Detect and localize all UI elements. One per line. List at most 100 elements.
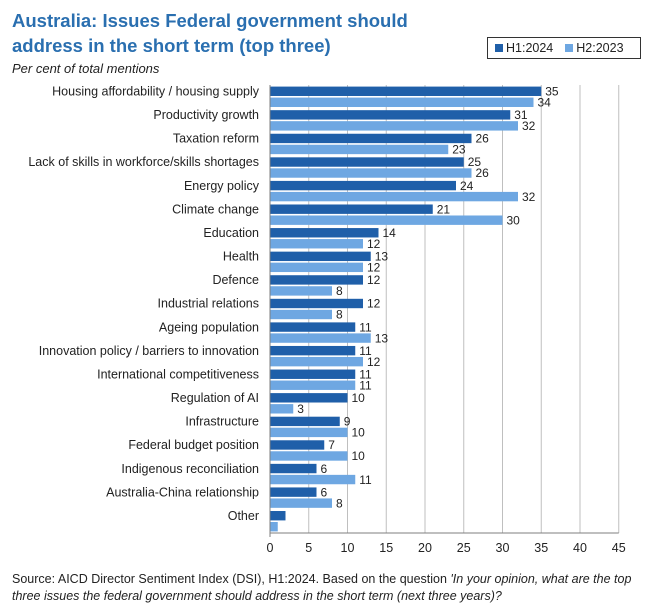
bar-h2-2023-lack-of-skills-in-workforce-skills-shortages — [270, 168, 472, 178]
bar-h1-2024-australia-china-relationship — [270, 487, 317, 497]
bar-h1-2024-regulation-of-ai — [270, 393, 348, 403]
bar-h1-2024-energy-policy — [270, 180, 456, 191]
bar-h2-2023-international-competitiveness — [270, 380, 356, 390]
category-label-innovation-policy-barriers-to-innovation: Innovation policy / barriers to innovati… — [39, 344, 259, 358]
bar-h2-2023-health — [270, 262, 363, 273]
value-label-h2-2023-energy-policy: 32 — [522, 190, 536, 204]
category-label-australia-china-relationship: Australia-China relationship — [106, 485, 259, 499]
value-label-h2-2023-lack-of-skills-in-workforce-skills-shortages: 26 — [476, 166, 490, 180]
value-label-h1-2024-innovation-policy-barriers-to-innovation: 11 — [359, 344, 372, 358]
bar-h2-2023-innovation-policy-barriers-to-innovation — [270, 356, 363, 367]
bar-h1-2024-taxation-reform — [270, 133, 472, 144]
category-label-health: Health — [223, 250, 259, 264]
value-label-h2-2023-housing-affordability-housing-supply: 34 — [538, 95, 552, 109]
category-label-international-competitiveness: International competitiveness — [97, 367, 259, 381]
value-label-h1-2024-defence: 12 — [367, 273, 381, 287]
legend-label-h1-2024: H1:2024 — [506, 41, 554, 55]
x-tick-label-45: 45 — [612, 541, 626, 555]
bar-h1-2024-climate-change — [270, 204, 433, 214]
value-label-h1-2024-housing-affordability-housing-supply: 35 — [545, 84, 559, 98]
value-label-h2-2023-regulation-of-ai: 3 — [297, 402, 304, 416]
value-label-h1-2024-ageing-population: 11 — [359, 320, 372, 334]
value-label-h1-2024-education: 14 — [383, 226, 397, 240]
value-label-h2-2023-australia-china-relationship: 8 — [336, 496, 343, 510]
value-label-h2-2023-defence: 8 — [336, 284, 343, 298]
value-label-h1-2024-indigenous-reconciliation: 6 — [321, 462, 328, 476]
bar-h2-2023-ageing-population — [270, 333, 371, 343]
value-label-h1-2024-lack-of-skills-in-workforce-skills-shortages: 25 — [468, 155, 482, 169]
legend-item-h1-2024: H1:2024 — [495, 41, 553, 55]
category-label-energy-policy: Energy policy — [184, 179, 260, 193]
bar-h1-2024-defence — [270, 275, 363, 285]
bar-h2-2023-productivity-growth — [270, 121, 518, 131]
category-label-industrial-relations: Industrial relations — [158, 297, 259, 311]
legend-swatch-h1-2024 — [495, 44, 503, 52]
bar-h1-2024-other — [270, 511, 286, 521]
x-tick-label-0: 0 — [267, 541, 274, 555]
category-label-taxation-reform: Taxation reform — [173, 132, 259, 146]
category-label-education: Education — [203, 226, 259, 240]
bar-h1-2024-ageing-population — [270, 322, 356, 332]
source-footnote: Source: AICD Director Sentiment Index (D… — [12, 571, 642, 605]
bar-h2-2023-infrastructure — [270, 427, 348, 438]
category-label-productivity-growth: Productivity growth — [153, 108, 259, 122]
x-tick-label-10: 10 — [341, 541, 355, 555]
bar-h2-2023-federal-budget-position — [270, 451, 348, 461]
bar-h1-2024-industrial-relations — [270, 298, 363, 309]
bar-h1-2024-federal-budget-position — [270, 440, 325, 450]
value-label-h1-2024-taxation-reform: 26 — [476, 132, 490, 146]
value-label-h1-2024-regulation-of-ai: 10 — [352, 391, 366, 405]
value-label-h2-2023-infrastructure: 10 — [352, 426, 366, 440]
x-tick-label-20: 20 — [418, 541, 432, 555]
category-label-federal-budget-position: Federal budget position — [128, 438, 259, 452]
value-label-h1-2024-health: 13 — [375, 250, 389, 264]
value-label-h1-2024-industrial-relations: 12 — [367, 297, 381, 311]
bar-h1-2024-education — [270, 228, 379, 238]
value-label-h2-2023-climate-change: 30 — [507, 213, 521, 227]
value-label-h1-2024-australia-china-relationship: 6 — [321, 485, 328, 499]
chart-title: Australia: Issues Federal government sho… — [12, 10, 408, 56]
x-tick-label-5: 5 — [305, 541, 312, 555]
value-label-h2-2023-education: 12 — [367, 237, 381, 251]
bar-h2-2023-industrial-relations — [270, 309, 332, 320]
bar-h2-2023-indigenous-reconciliation — [270, 474, 356, 485]
value-label-h2-2023-innovation-policy-barriers-to-innovation: 12 — [367, 355, 381, 369]
value-label-h1-2024-infrastructure: 9 — [344, 415, 351, 429]
bar-h2-2023-climate-change — [270, 215, 503, 225]
bar-h2-2023-energy-policy — [270, 191, 518, 202]
x-tick-label-35: 35 — [534, 541, 548, 555]
bar-h1-2024-innovation-policy-barriers-to-innovation — [270, 345, 356, 356]
category-label-defence: Defence — [212, 273, 259, 287]
category-label-indigenous-reconciliation: Indigenous reconciliation — [121, 462, 259, 476]
value-label-h2-2023-industrial-relations: 8 — [336, 308, 343, 322]
bar-h1-2024-health — [270, 251, 371, 262]
bar-h2-2023-housing-affordability-housing-supply — [270, 97, 534, 107]
chart-subtitle: Per cent of total mentions — [12, 61, 160, 76]
chart-legend: H1:2024 H2:2023 — [487, 37, 641, 59]
bar-h1-2024-productivity-growth — [270, 110, 511, 120]
footnote-source: Source: AICD Director Sentiment Index (D… — [12, 572, 451, 586]
category-label-climate-change: Climate change — [172, 202, 259, 216]
bar-h1-2024-lack-of-skills-in-workforce-skills-shortages — [270, 157, 464, 167]
category-label-infrastructure: Infrastructure — [185, 415, 259, 429]
category-label-lack-of-skills-in-workforce-skills-shortages: Lack of skills in workforce/skills short… — [28, 155, 259, 169]
category-label-regulation-of-ai: Regulation of AI — [171, 391, 259, 405]
value-label-h2-2023-health: 12 — [367, 261, 381, 275]
category-label-ageing-population: Ageing population — [159, 320, 259, 334]
value-label-h2-2023-international-competitiveness: 11 — [359, 378, 372, 392]
x-tick-label-25: 25 — [457, 541, 471, 555]
bar-h2-2023-defence — [270, 286, 332, 296]
value-label-h2-2023-taxation-reform: 23 — [452, 143, 466, 157]
x-tick-label-30: 30 — [496, 541, 510, 555]
value-label-h1-2024-energy-policy: 24 — [460, 179, 474, 193]
value-label-h2-2023-ageing-population: 13 — [375, 331, 389, 345]
value-label-h2-2023-federal-budget-position: 10 — [352, 449, 366, 463]
bar-h2-2023-regulation-of-ai — [270, 404, 294, 414]
category-label-housing-affordability-housing-supply: Housing affordability / housing supply — [52, 84, 260, 98]
x-tick-label-40: 40 — [573, 541, 587, 555]
value-label-h2-2023-productivity-growth: 32 — [522, 119, 536, 133]
bar-h2-2023-australia-china-relationship — [270, 498, 332, 508]
bar-h2-2023-education — [270, 239, 363, 249]
legend-label-h2-2023: H2:2023 — [576, 41, 624, 55]
